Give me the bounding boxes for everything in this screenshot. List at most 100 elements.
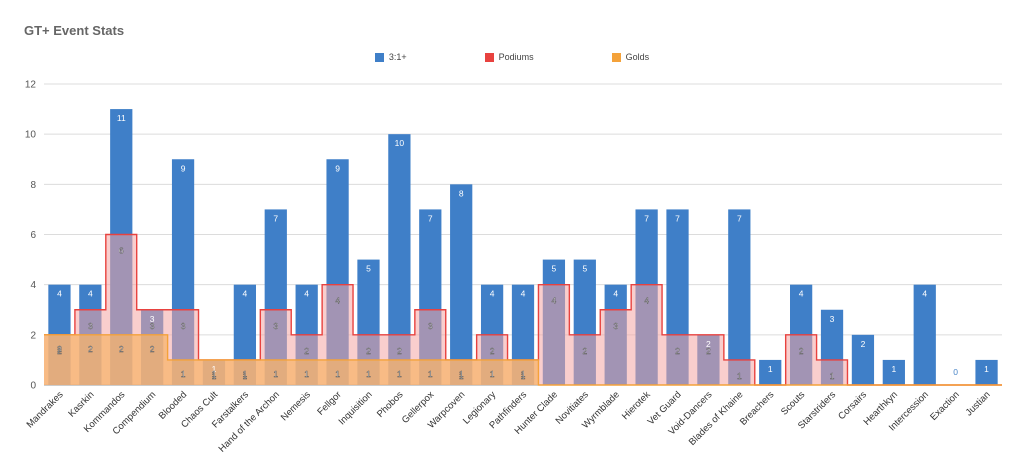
data-label: 2 bbox=[675, 346, 680, 356]
data-label: 4 bbox=[613, 289, 618, 299]
data-label: 9 bbox=[181, 163, 186, 173]
data-label: 1 bbox=[830, 371, 835, 381]
legend-swatch-series-3 bbox=[611, 52, 621, 62]
data-label: 2 bbox=[490, 346, 495, 356]
data-label: 4 bbox=[644, 296, 649, 306]
data-label: 1 bbox=[459, 369, 464, 379]
x-tick-label: Phobos bbox=[375, 389, 406, 420]
data-label: 2 bbox=[706, 339, 711, 349]
data-label: 1 bbox=[428, 369, 433, 379]
data-label: 3 bbox=[428, 321, 433, 331]
x-tick-label: Exaction bbox=[928, 389, 962, 423]
data-label: 9 bbox=[335, 163, 340, 173]
chart-title: GT+ Event Stats bbox=[24, 23, 125, 38]
data-label: 0 bbox=[953, 367, 958, 377]
data-label: 3 bbox=[830, 314, 835, 324]
data-label: 2 bbox=[119, 344, 124, 354]
data-label: 11 bbox=[117, 113, 126, 123]
data-label: 7 bbox=[675, 213, 680, 223]
data-label: 4 bbox=[552, 296, 557, 306]
data-label: 1 bbox=[366, 369, 371, 379]
y-tick-label: 2 bbox=[30, 330, 36, 341]
data-label: 4 bbox=[88, 289, 93, 299]
data-label: 3 bbox=[273, 321, 278, 331]
data-label: 3 bbox=[88, 321, 93, 331]
data-label: 2 bbox=[88, 344, 93, 354]
legend-label-series-2: Podiums bbox=[498, 52, 534, 62]
data-label: 5 bbox=[552, 264, 557, 274]
bar bbox=[975, 359, 998, 385]
data-label: 1 bbox=[397, 369, 402, 379]
data-label: 4 bbox=[490, 289, 495, 299]
data-label: 2 bbox=[366, 346, 371, 356]
data-label: 4 bbox=[922, 289, 927, 299]
y-tick-label: 0 bbox=[30, 381, 36, 392]
data-label: 1 bbox=[335, 369, 340, 379]
legend-item-series-2[interactable]: Podiums bbox=[425, 52, 534, 62]
x-tick-label: Blades of Khaine bbox=[687, 389, 746, 448]
data-label: 4 bbox=[243, 289, 248, 299]
y-tick-label: 6 bbox=[30, 230, 36, 241]
data-label: 2 bbox=[304, 346, 309, 356]
data-label: 4 bbox=[304, 289, 309, 299]
x-tick-label: Breachers bbox=[738, 389, 777, 428]
data-label: 4 bbox=[521, 289, 526, 299]
data-label: 2 bbox=[57, 346, 62, 356]
legend-label-series-3: Golds bbox=[625, 52, 650, 62]
data-label: 7 bbox=[428, 213, 433, 223]
data-label: 7 bbox=[737, 213, 742, 223]
data-label: 1 bbox=[490, 369, 495, 379]
y-tick-label: 12 bbox=[25, 80, 37, 91]
data-label: 5 bbox=[366, 264, 371, 274]
y-tick-label: 4 bbox=[30, 280, 36, 291]
data-label: 1 bbox=[891, 364, 896, 374]
y-tick-label: 8 bbox=[30, 180, 36, 191]
x-tick-label: Inquisition bbox=[337, 389, 375, 427]
data-label: 1 bbox=[212, 364, 217, 374]
podiums-series-line bbox=[44, 233, 1002, 386]
data-label: 3 bbox=[150, 321, 155, 331]
data-label: 1 bbox=[243, 371, 248, 381]
x-tick-label: Hand of the Archon bbox=[217, 389, 282, 454]
legend-item-series-1[interactable]: 3:1+ bbox=[374, 52, 407, 62]
x-tick-label: Scouts bbox=[779, 389, 807, 417]
data-label: 2 bbox=[799, 346, 804, 356]
bar bbox=[388, 134, 411, 385]
data-label: 1 bbox=[984, 364, 989, 374]
data-label: 1 bbox=[212, 369, 217, 379]
data-label: 1 bbox=[273, 369, 278, 379]
data-label: 2 bbox=[150, 344, 155, 354]
legend-swatch-series-1 bbox=[374, 52, 384, 62]
data-label: 3 bbox=[613, 321, 618, 331]
data-label: 1 bbox=[459, 371, 464, 381]
legend-item-series-3[interactable]: Golds bbox=[552, 52, 650, 62]
data-label: 1 bbox=[243, 369, 248, 379]
x-tick-label: Kasrkin bbox=[66, 389, 96, 419]
bar bbox=[759, 359, 782, 385]
data-label: 1 bbox=[737, 371, 742, 381]
data-label: 1 bbox=[181, 369, 186, 379]
podiums-series-area bbox=[44, 234, 1002, 385]
x-tick-label: Nemesis bbox=[279, 389, 313, 423]
data-label: 2 bbox=[706, 346, 711, 356]
x-tick-label: Fellgor bbox=[315, 389, 343, 417]
data-label: 4 bbox=[57, 289, 62, 299]
bar bbox=[851, 334, 875, 385]
data-label: 1 bbox=[521, 369, 526, 379]
bar bbox=[882, 359, 905, 385]
data-label: 7 bbox=[644, 213, 649, 223]
golds-series-line bbox=[44, 334, 1002, 386]
legend-swatch-series-2 bbox=[484, 52, 494, 62]
data-label: 4 bbox=[335, 296, 340, 306]
data-label: 1 bbox=[304, 369, 309, 379]
data-label: 1 bbox=[212, 371, 217, 381]
data-label: 10 bbox=[395, 138, 405, 148]
bar bbox=[913, 284, 936, 385]
data-label: 4 bbox=[799, 289, 804, 299]
data-label: 5 bbox=[582, 264, 587, 274]
x-tick-label: Mandrakes bbox=[25, 389, 66, 430]
legend-label-series-1: 3:1+ bbox=[388, 52, 407, 62]
bar bbox=[450, 184, 473, 385]
data-label: 7 bbox=[273, 213, 278, 223]
